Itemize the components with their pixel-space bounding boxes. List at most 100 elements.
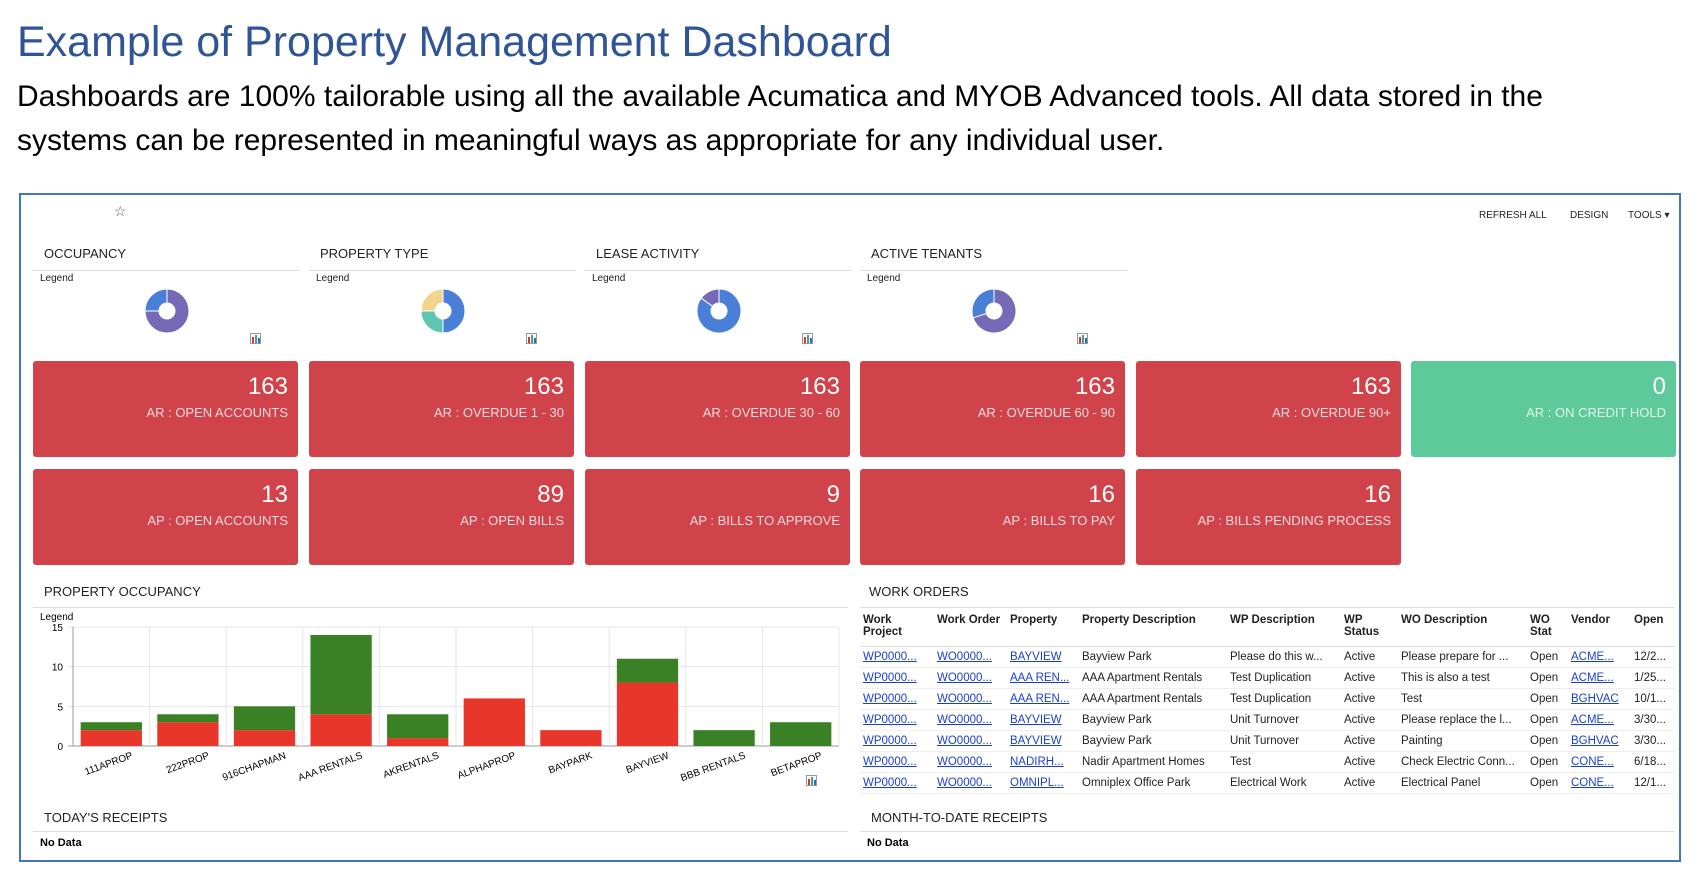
cell-link[interactable]: AAA REN... [1010, 672, 1070, 684]
cell-link[interactable]: ACME... [1571, 672, 1614, 684]
cell-link[interactable]: OMNIPL... [1010, 777, 1064, 789]
kpi-tile[interactable]: 16 AP : BILLS PENDING PROCESS [1136, 469, 1401, 565]
cell-link[interactable]: NADIRH... [1010, 756, 1064, 768]
cell-link[interactable]: WO0000... [937, 693, 992, 705]
table-cell: Open [1527, 730, 1568, 752]
widget-divider [33, 831, 848, 832]
column-header[interactable]: Open [1631, 612, 1675, 647]
cell-link[interactable]: BGHVAC [1571, 693, 1619, 705]
cell-link[interactable]: WO0000... [937, 756, 992, 768]
cell-link[interactable]: BGHVAC [1571, 735, 1619, 747]
favorite-star[interactable]: ☆ [114, 203, 127, 219]
table-cell: Active [1341, 730, 1398, 752]
bar-segment [387, 738, 449, 746]
cell-link[interactable]: CONE... [1571, 777, 1614, 789]
kpi-tile[interactable]: 163 AR : OVERDUE 30 - 60 [585, 361, 850, 457]
widget-title: TODAY'S RECEIPTS [44, 810, 168, 825]
cell-link[interactable]: AAA REN... [1010, 693, 1070, 705]
column-header[interactable]: WO Description [1398, 612, 1527, 647]
column-header[interactable]: Vendor [1568, 612, 1631, 647]
table-cell: CONE... [1568, 751, 1631, 773]
tile-label: AR : OVERDUE 1 - 30 [433, 405, 564, 420]
table-row[interactable]: WP0000... WO0000... BAYVIEW Bayview Park Ple… [860, 646, 1675, 668]
legend-label: Legend [592, 273, 626, 284]
table-cell: Active [1341, 646, 1398, 668]
table-row[interactable]: WP0000... WO0000... BAYVIEW Bayview Park Uni… [860, 709, 1675, 731]
tile-value: 13 [261, 481, 288, 508]
chart-type-icon [250, 333, 261, 344]
column-header[interactable]: Work Project [860, 612, 934, 647]
donut-slice [144, 288, 168, 312]
table-row[interactable]: WP0000... WO0000... AAA REN... AAA Apartmen… [860, 667, 1675, 689]
table-row[interactable]: WP0000... WO0000... AAA REN... AAA Apartmen… [860, 688, 1675, 710]
kpi-tile[interactable]: 163 AR : OPEN ACCOUNTS [33, 361, 298, 457]
kpi-tile[interactable]: 16 AP : BILLS TO PAY [860, 469, 1125, 565]
kpi-tile[interactable]: 163 AR : OVERDUE 1 - 30 [309, 361, 574, 457]
tile-label: AR : OVERDUE 60 - 90 [977, 405, 1115, 420]
donut-slice [420, 288, 444, 312]
cell-link[interactable]: WO0000... [937, 672, 992, 684]
table-cell: WP0000... [860, 730, 934, 752]
design-button[interactable]: DESIGN [1570, 210, 1609, 221]
table-cell: Bayview Park [1079, 709, 1227, 731]
cell-link[interactable]: WP0000... [863, 735, 917, 747]
column-header[interactable]: WP Status [1341, 612, 1398, 647]
no-data-message: No Data [867, 837, 909, 849]
table-cell: 12/1... [1631, 772, 1675, 794]
column-header[interactable]: Property Description [1079, 612, 1227, 647]
cell-link[interactable]: BAYVIEW [1010, 651, 1062, 663]
table-cell: Please do this w... [1227, 646, 1341, 668]
cell-link[interactable]: WO0000... [937, 735, 992, 747]
icon-bar [255, 335, 257, 343]
cell-link[interactable]: ACME... [1571, 714, 1614, 726]
widget-divider [860, 270, 1127, 271]
icon-bar [252, 337, 254, 343]
cell-link[interactable]: WP0000... [863, 777, 917, 789]
table-cell: Test Duplication [1227, 688, 1341, 710]
x-tick-label: 916CHAPMAN [221, 750, 287, 783]
cell-link[interactable]: WP0000... [863, 672, 917, 684]
table-cell: NADIRH... [1007, 751, 1079, 773]
x-tick-label: BBB RENTALS [679, 750, 747, 784]
column-header[interactable]: Property [1007, 612, 1079, 647]
tile-value: 163 [799, 373, 840, 400]
bar-segment [387, 714, 449, 739]
cell-link[interactable]: WP0000... [863, 756, 917, 768]
icon-frame [526, 333, 537, 344]
x-tick-label: ALPHAPROP [456, 750, 518, 781]
cell-link[interactable]: WP0000... [863, 651, 917, 663]
kpi-tile[interactable]: 13 AP : OPEN ACCOUNTS [33, 469, 298, 565]
cell-link[interactable]: WO0000... [937, 777, 992, 789]
bar-segment [310, 714, 372, 746]
column-header[interactable]: WP Description [1227, 612, 1341, 647]
table-row[interactable]: WP0000... WO0000... NADIRH... Nadir Apartme… [860, 751, 1675, 773]
bar-segment [80, 722, 142, 731]
cell-link[interactable]: WO0000... [937, 651, 992, 663]
donut-chart [144, 288, 190, 334]
table-cell: WO0000... [934, 667, 1007, 689]
refresh-all-button[interactable]: REFRESH ALL [1479, 210, 1547, 221]
cell-link[interactable]: ACME... [1571, 651, 1614, 663]
icon-bar [531, 335, 533, 343]
cell-link[interactable]: WP0000... [863, 693, 917, 705]
bar-segment [80, 730, 142, 746]
kpi-tile[interactable]: 0 AR : ON CREDIT HOLD [1411, 361, 1676, 457]
cell-link[interactable]: CONE... [1571, 756, 1614, 768]
cell-link[interactable]: BAYVIEW [1010, 735, 1062, 747]
table-row[interactable]: WP0000... WO0000... BAYVIEW Bayview Park Uni… [860, 730, 1675, 752]
icon-frame [250, 333, 261, 344]
kpi-tile[interactable]: 9 AP : BILLS TO APPROVE [585, 469, 850, 565]
kpi-tile[interactable]: 163 AR : OVERDUE 90+ [1136, 361, 1401, 457]
kpi-tile[interactable]: 163 AR : OVERDUE 60 - 90 [860, 361, 1125, 457]
cell-link[interactable]: BAYVIEW [1010, 714, 1062, 726]
table-cell: 3/30... [1631, 730, 1675, 752]
x-tick-label: 111APROP [83, 750, 134, 778]
cell-link[interactable]: WO0000... [937, 714, 992, 726]
column-header[interactable]: WO Stat [1527, 612, 1568, 647]
column-header[interactable]: Work Order [934, 612, 1007, 647]
table-row[interactable]: WP0000... WO0000... OMNIPL... Omniplex Offi… [860, 772, 1675, 794]
tools-button[interactable]: TOOLS ▾ [1628, 210, 1670, 221]
kpi-tile[interactable]: 89 AP : OPEN BILLS [309, 469, 574, 565]
cell-link[interactable]: WP0000... [863, 714, 917, 726]
tile-label: AP : OPEN ACCOUNTS [147, 513, 288, 528]
